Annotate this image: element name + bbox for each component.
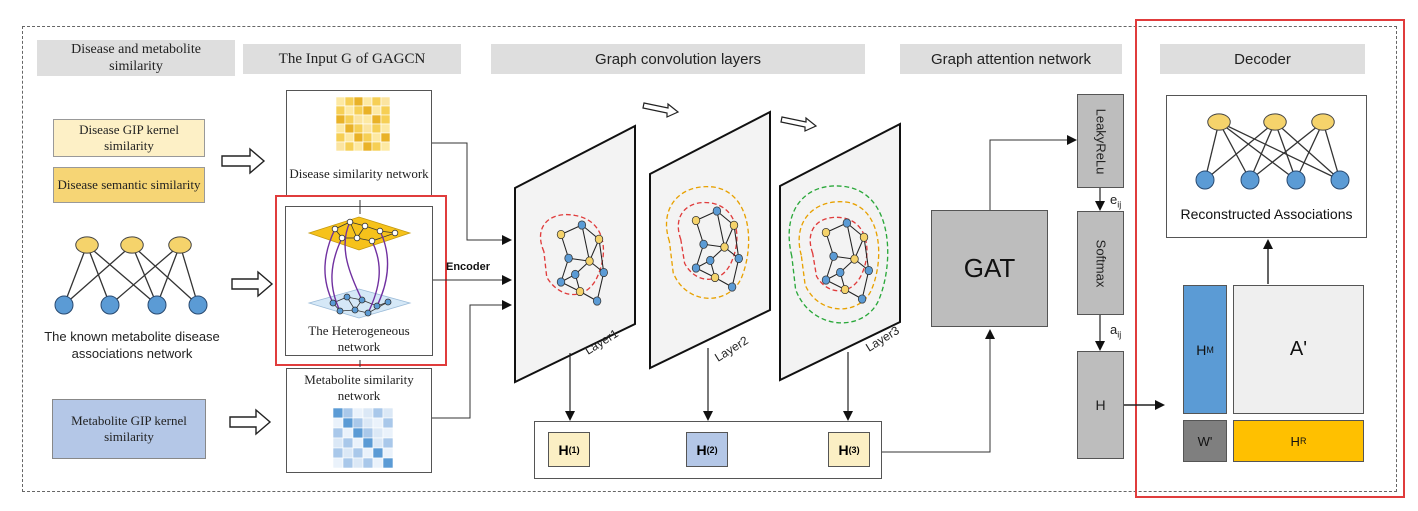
aij-sub: ij	[1117, 329, 1122, 340]
known-network-label: The known metabolite disease association…	[44, 329, 220, 361]
layer2-label: Layer2	[712, 333, 751, 364]
disease-network-label: Disease similarity network	[289, 166, 429, 181]
recon-disease-node	[1207, 113, 1231, 131]
h2-sup: (2)	[706, 444, 718, 455]
reconstructed-graph	[1195, 113, 1350, 190]
disease-heatmap	[335, 96, 391, 152]
recon-metabolite-node	[1240, 170, 1260, 190]
input-connectors	[432, 142, 512, 419]
softmax-box: Softmax	[1077, 211, 1124, 315]
gat-to-leakyrelu-connector	[989, 135, 1077, 210]
a-prime-box: A'	[1233, 285, 1364, 414]
h2-box: H (2)	[686, 432, 728, 467]
h3-sup: (3)	[848, 444, 860, 455]
hm-sub: M	[1206, 344, 1214, 355]
known-metabolite-node	[188, 295, 208, 315]
known-metabolite-node	[147, 295, 167, 315]
gcn-panels	[514, 110, 901, 384]
eij-label: eij	[1110, 192, 1121, 210]
hollow-arrow-metabolite	[229, 408, 272, 436]
header-similarity: Disease and metabolite similarity	[37, 40, 235, 76]
layer2-panel	[649, 110, 771, 370]
h-attention-box: H	[1077, 351, 1124, 459]
h2-base: H	[696, 441, 707, 458]
h1-base: H	[558, 441, 569, 458]
recon-disease-node	[1263, 113, 1287, 131]
h3-box: H (3)	[828, 432, 870, 467]
w-prime-box: W'	[1183, 420, 1227, 462]
known-network-graph	[54, 236, 208, 315]
metabolite-gip-box: Metabolite GIP kernel similarity	[52, 399, 206, 459]
h3-base: H	[838, 441, 849, 458]
eij-base: e	[1110, 192, 1118, 207]
recon-metabolite-node	[1195, 170, 1215, 190]
header-input: The Input G of GAGCN	[243, 44, 461, 74]
metabolite-heatmap	[332, 407, 394, 469]
header-decoder: Decoder	[1160, 44, 1365, 74]
recon-metabolite-node	[1330, 170, 1350, 190]
aij-label: aij	[1110, 322, 1121, 340]
recon-disease-node	[1311, 113, 1335, 131]
hollow-arrow-layer-2	[780, 116, 818, 132]
metabolite-network-label: Metabolite similarity network	[304, 372, 414, 403]
hollow-arrow-known	[231, 270, 274, 298]
hetero-network-graph	[307, 216, 412, 319]
outer-dashed-frame	[22, 26, 1397, 492]
aij-base: a	[1110, 322, 1118, 337]
decoder-highlight-frame	[1135, 19, 1405, 498]
known-metabolite-node	[100, 295, 120, 315]
hetero-network-label: The Heterogeneous network	[308, 323, 410, 354]
hollow-arrow-disease	[221, 147, 266, 175]
leakyrelu-box: LeakyReLu	[1077, 94, 1124, 188]
gat-box: GAT	[931, 210, 1048, 327]
known-disease-node	[120, 236, 144, 254]
disease-gip-box: Disease GIP kernel similarity	[53, 119, 205, 157]
layer3-panel	[779, 122, 901, 382]
hr-sub: R	[1299, 436, 1307, 446]
known-disease-node	[75, 236, 99, 254]
recon-metabolite-node	[1286, 170, 1306, 190]
hr-base: H	[1290, 433, 1300, 449]
h1-box: H (1)	[548, 432, 590, 467]
hollow-arrow-layer-1	[642, 102, 680, 118]
encoder-label: Encoder	[446, 261, 491, 273]
eij-sub: ij	[1117, 199, 1122, 210]
header-gat: Graph attention network	[900, 44, 1122, 74]
known-metabolite-node	[54, 295, 74, 315]
header-gcn: Graph convolution layers	[491, 44, 865, 74]
h1-sup: (1)	[568, 444, 580, 455]
disease-semantic-box: Disease semantic similarity	[53, 167, 205, 203]
reconstructed-label: Reconstructed Associations	[1180, 206, 1353, 222]
h-to-gat-connector	[882, 329, 995, 453]
hm-base: H	[1196, 341, 1207, 358]
known-disease-node	[168, 236, 192, 254]
layer-to-h-arrows	[565, 348, 853, 421]
layer1-panel	[514, 124, 636, 384]
